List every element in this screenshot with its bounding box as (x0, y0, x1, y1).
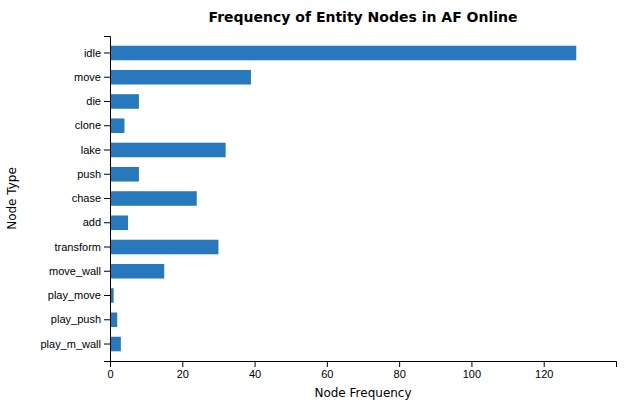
y-axis-title: Node Type (5, 167, 19, 230)
y-tick-label: push (77, 168, 101, 180)
y-tick: idle (84, 46, 110, 58)
x-tick-mark (544, 361, 545, 367)
bar (110, 191, 197, 206)
y-tick-mark (104, 101, 110, 102)
y-tick-mark (104, 271, 110, 272)
y-tick-label: idle (84, 46, 101, 58)
bar (110, 143, 226, 158)
plot: 0 20 40 60 80 100 120 idle move die clone lake push c… (40, 37, 616, 380)
y-tick-mark (104, 77, 110, 78)
y-tick-label: play_m_wall (40, 338, 101, 350)
y-tick-mark (104, 295, 110, 296)
y-tick-mark (104, 319, 110, 320)
y-tick-label: die (86, 95, 101, 107)
y-tick: push (77, 168, 110, 180)
y-tick: lake (81, 144, 110, 156)
y-tick-label: play_push (51, 313, 101, 325)
x-tick: 80 (394, 361, 406, 380)
x-tick-mark (182, 361, 183, 367)
bar (110, 215, 128, 230)
y-tick-label: add (83, 216, 101, 228)
bar (110, 337, 121, 352)
x-tick-label: 120 (535, 368, 553, 380)
y-tick-mark (104, 222, 110, 223)
y-tick: move_wall (49, 265, 110, 277)
y-tick-label: move (74, 71, 101, 83)
x-axis-title: Node Frequency (314, 386, 411, 400)
x-tick-mark (471, 361, 472, 367)
x-tick-label: 20 (177, 368, 189, 380)
y-tick-mark (104, 247, 110, 248)
y-tick-mark (104, 344, 110, 345)
bars (110, 46, 576, 352)
x-axis-line (111, 362, 617, 368)
x-tick-label: 80 (394, 368, 406, 380)
y-tick: play_push (51, 313, 110, 325)
bar (110, 70, 251, 85)
x-tick-label: 100 (463, 368, 481, 380)
x-tick: 0 (107, 361, 113, 380)
y-tick: move (74, 71, 110, 83)
y-tick: add (83, 216, 110, 228)
y-tick: play_move (48, 289, 110, 301)
bar (110, 94, 139, 109)
x-tick-label: 40 (249, 368, 261, 380)
x-tick-mark (327, 361, 328, 367)
y-tick-label: move_wall (49, 265, 101, 277)
x-tick: 100 (463, 361, 481, 380)
y-tick-label: chase (72, 192, 101, 204)
bar (110, 312, 117, 327)
y-tick: transform (55, 241, 110, 253)
y-tick-mark (104, 198, 110, 199)
y-axis-line (104, 37, 111, 362)
y-tick-mark (104, 149, 110, 150)
bar (110, 118, 124, 133)
bar (110, 240, 218, 255)
x-tick-mark (255, 361, 256, 367)
y-tick-mark (104, 174, 110, 175)
y-tick-mark (104, 125, 110, 126)
y-axis: idle move die clone lake push chase add transfor… (40, 37, 110, 362)
y-tick: clone (75, 119, 110, 131)
bar (110, 264, 164, 279)
y-tick: die (86, 95, 110, 107)
x-tick-mark (399, 361, 400, 367)
chart: 0 20 40 60 80 100 120 idle move die clone lake push c… (0, 0, 640, 409)
x-tick: 120 (535, 361, 553, 380)
x-tick-label: 0 (107, 368, 113, 380)
x-tick: 40 (249, 361, 261, 380)
bar (110, 46, 576, 61)
y-tick: chase (72, 192, 110, 204)
title: Frequency of Entity Nodes in AF Online (208, 9, 517, 25)
x-tick-label: 60 (321, 368, 333, 380)
bar (110, 167, 139, 182)
x-tick: 60 (321, 361, 333, 380)
y-tick: play_m_wall (40, 338, 110, 350)
x-tick: 20 (177, 361, 189, 380)
y-tick-label: play_move (48, 289, 101, 301)
x-axis: 0 20 40 60 80 100 120 (107, 361, 616, 380)
y-tick-label: transform (55, 241, 101, 253)
y-tick-label: lake (81, 144, 101, 156)
y-tick-mark (104, 52, 110, 53)
y-tick-label: clone (75, 119, 101, 131)
